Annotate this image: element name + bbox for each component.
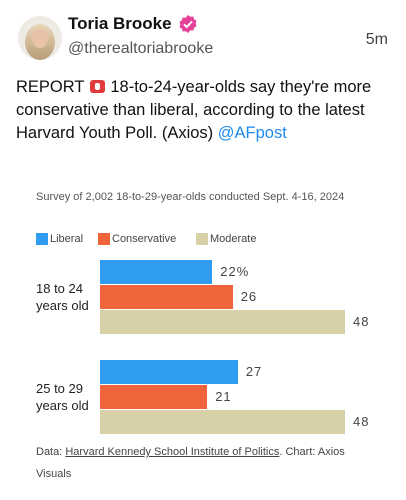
legend-swatch xyxy=(98,233,110,245)
verified-badge xyxy=(179,15,197,33)
legend-swatch xyxy=(36,233,48,245)
bar xyxy=(100,285,233,309)
siren-icon xyxy=(89,80,105,93)
bar xyxy=(100,410,345,434)
avatar[interactable] xyxy=(18,16,62,60)
text-lead: REPORT xyxy=(16,78,85,96)
category-label: 25 to 29 years old xyxy=(36,381,89,413)
value-label: 48 xyxy=(353,414,370,429)
display-name[interactable]: Toria Brooke xyxy=(68,14,172,33)
category-label: 18 to 24 years old xyxy=(36,281,89,313)
bar xyxy=(100,385,208,409)
value-label: 21 xyxy=(215,389,232,404)
timestamp: 5m xyxy=(365,31,388,48)
source-link[interactable]: Harvard Kennedy School Institute of Poli… xyxy=(65,446,280,458)
chart-subtitle: Survey of 2,002 18-to-29-year-olds condu… xyxy=(36,191,345,203)
value-label: 27 xyxy=(245,364,263,379)
post-text: REPORT 18-to-24-year-olds say they're mo… xyxy=(16,76,396,145)
value-label: 22% xyxy=(220,264,250,279)
legend-label: Moderate xyxy=(210,233,257,245)
legend-label: Liberal xyxy=(50,233,84,245)
bar xyxy=(100,360,238,384)
text-body: 18-to-24-year-olds say they're more cons… xyxy=(16,78,372,142)
legend-label: Conservative xyxy=(112,233,177,245)
source: Data: Harvard Kennedy School Institute o… xyxy=(36,441,366,485)
legend-item: Moderate xyxy=(196,233,256,245)
bar xyxy=(100,260,213,284)
bar xyxy=(100,310,345,334)
legend-item: Liberal xyxy=(36,233,83,245)
source-prefix: Data: xyxy=(36,446,66,458)
source-suffix: . Chart: Axios Visuals xyxy=(36,446,345,480)
handle[interactable]: @therealtoriabrooke xyxy=(68,40,214,57)
legend-item: Conservative xyxy=(98,233,176,245)
legend-swatch xyxy=(196,233,208,245)
mention[interactable]: @AFpost xyxy=(217,124,287,142)
value-label: 26 xyxy=(240,289,258,304)
value-label: 48 xyxy=(353,314,370,329)
